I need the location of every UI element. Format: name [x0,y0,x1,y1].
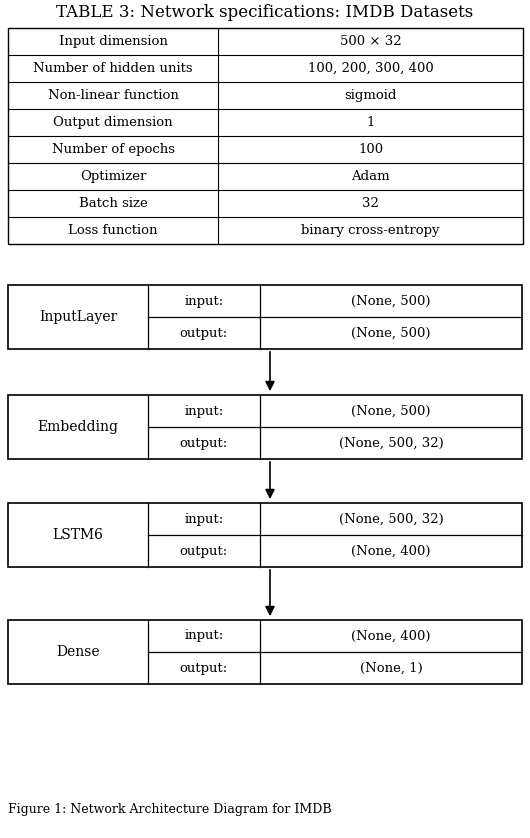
Text: 32: 32 [362,197,379,210]
Text: (None, 500): (None, 500) [351,294,431,308]
Text: output:: output: [180,327,228,339]
Text: TABLE 3: Network specifications: IMDB Datasets: TABLE 3: Network specifications: IMDB Da… [56,4,474,21]
Text: (None, 500): (None, 500) [351,327,431,339]
Text: Batch size: Batch size [78,197,147,210]
Text: Number of epochs: Number of epochs [51,143,174,156]
Bar [8,28,523,244]
Text: Loss function: Loss function [68,224,158,237]
Text: (None, 400): (None, 400) [351,545,431,557]
Text: Adam: Adam [351,170,390,183]
Text: (None, 500): (None, 500) [351,405,431,417]
Text: input:: input: [184,629,224,643]
Text: Input dimension: Input dimension [58,35,167,48]
Text: Non-linear function: Non-linear function [48,89,179,102]
Text: (None, 400): (None, 400) [351,629,431,643]
Bar [8,285,522,349]
Bar [8,503,522,567]
Text: Optimizer: Optimizer [80,170,146,183]
Text: output:: output: [180,437,228,449]
Text: 1: 1 [366,116,375,129]
Text: sigmoid: sigmoid [344,89,396,102]
Bar [8,395,522,459]
Text: input:: input: [184,513,224,525]
Text: output:: output: [180,545,228,557]
Text: Figure 1: Network Architecture Diagram for IMDB: Figure 1: Network Architecture Diagram f… [8,803,332,816]
Text: InputLayer: InputLayer [39,310,117,324]
Text: output:: output: [180,661,228,675]
Bar [8,620,522,684]
Text: 100: 100 [358,143,383,156]
Text: LSTM6: LSTM6 [52,528,103,542]
Text: input:: input: [184,405,224,417]
Text: Output dimension: Output dimension [53,116,173,129]
Text: input:: input: [184,294,224,308]
Text: binary cross-entropy: binary cross-entropy [301,224,440,237]
Text: 500 × 32: 500 × 32 [340,35,401,48]
Text: (None, 500, 32): (None, 500, 32) [339,437,444,449]
Text: (None, 1): (None, 1) [360,661,422,675]
Text: (None, 500, 32): (None, 500, 32) [339,513,444,525]
Text: Number of hidden units: Number of hidden units [33,62,193,75]
Text: Embedding: Embedding [38,420,119,434]
Text: Dense: Dense [56,645,100,659]
Text: 100, 200, 300, 400: 100, 200, 300, 400 [307,62,434,75]
